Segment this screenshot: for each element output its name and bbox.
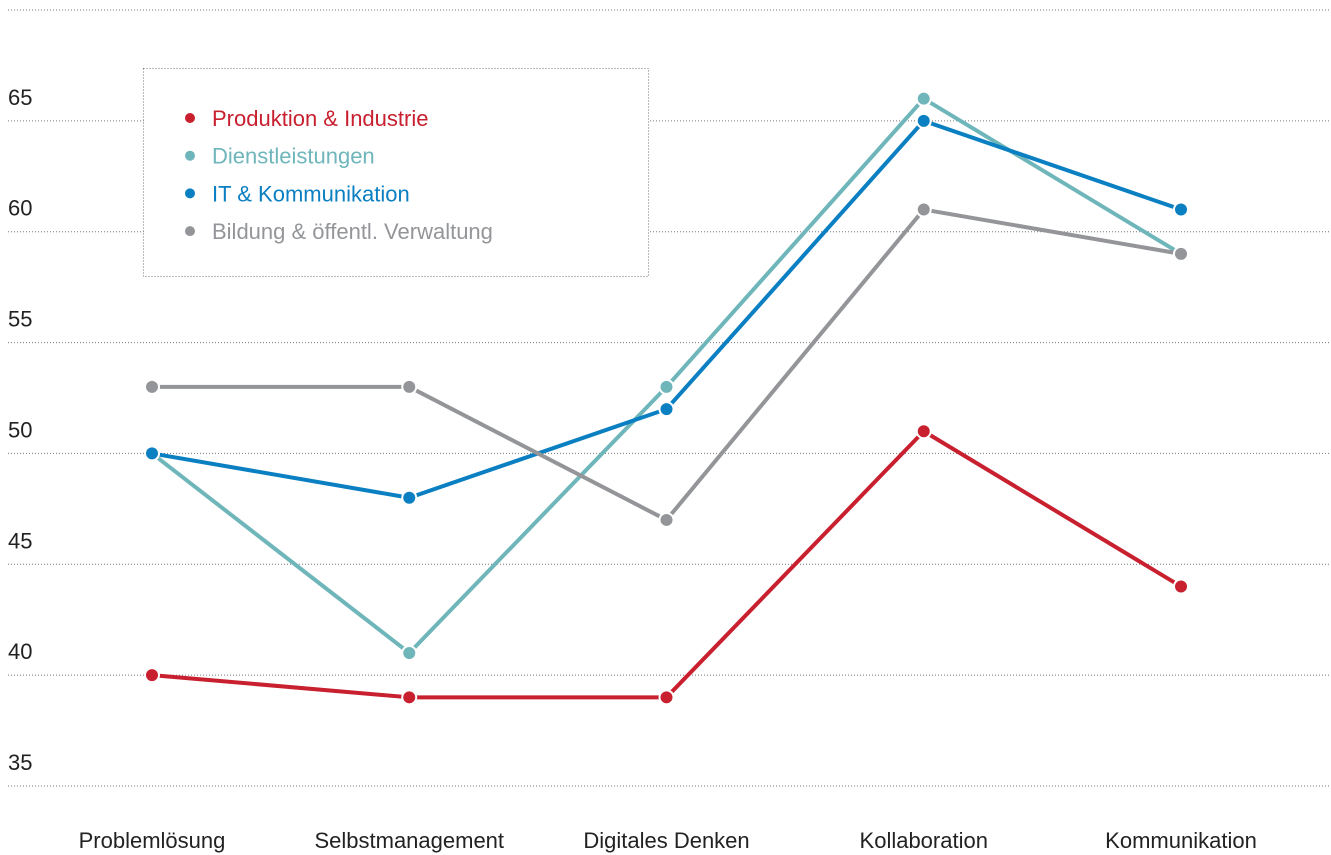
legend-marker	[185, 188, 195, 199]
y-tick-label: 35	[8, 750, 32, 775]
data-point	[915, 90, 932, 107]
data-point	[1173, 578, 1189, 595]
data-point	[1173, 201, 1189, 218]
legend-marker	[185, 113, 195, 123]
legend-box	[143, 68, 649, 277]
data-point	[658, 689, 675, 706]
data-point	[144, 378, 160, 395]
y-tick-label: 50	[8, 417, 32, 442]
data-point	[658, 378, 675, 395]
data-point	[401, 644, 418, 661]
legend-marker	[185, 226, 195, 237]
data-point	[144, 667, 160, 684]
x-tick-label: Kollaboration	[860, 828, 988, 853]
x-tick-label: Selbstmanagement	[314, 828, 504, 853]
data-point	[658, 511, 675, 528]
x-tick-label: Digitales Denken	[583, 828, 749, 853]
legend-label: Bildung & öffentl. Verwaltung	[212, 219, 493, 244]
series-line	[151, 429, 1183, 700]
data-point	[401, 689, 418, 706]
y-tick-label: 40	[8, 639, 32, 664]
x-tick-label: Problemlösung	[79, 828, 226, 853]
legend: Produktion & Industrie Dienstleistungen IT…	[143, 68, 649, 277]
legend-label: Dienstleistungen	[212, 144, 375, 169]
data-point	[401, 489, 418, 506]
data-point	[401, 378, 418, 395]
y-tick-label: 60	[8, 196, 32, 221]
data-point	[915, 112, 932, 129]
data-point	[144, 445, 160, 462]
y-tick-label: 55	[8, 307, 32, 332]
y-tick-label: 45	[8, 528, 32, 553]
y-tick-label: 65	[8, 85, 32, 110]
data-point	[658, 401, 675, 418]
legend-marker	[185, 150, 195, 161]
data-point	[1173, 245, 1189, 262]
data-point	[915, 423, 932, 440]
x-tick-label: Kommunikation	[1105, 828, 1257, 853]
legend-label: IT & Kommunikation	[212, 181, 410, 206]
data-point	[915, 201, 932, 218]
legend-label: Produktion & Industrie	[212, 106, 428, 131]
